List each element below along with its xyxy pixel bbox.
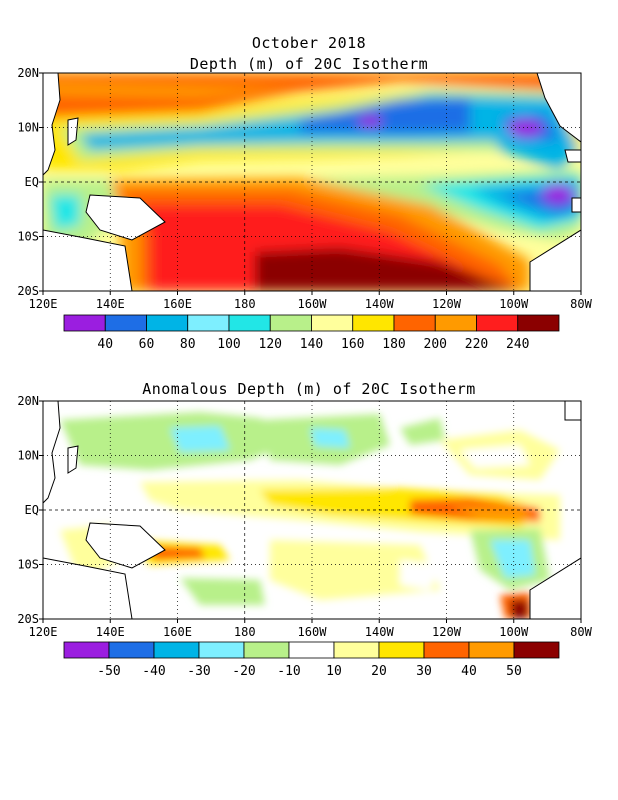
y-tick-label: 20N [17,394,39,408]
colorbar-label: -40 [142,664,165,679]
colorbar-label: -10 [277,664,300,679]
x-tick-label: 120W [432,625,462,639]
colorbar-label: 160 [341,337,364,352]
land-masses [43,73,581,291]
depth-colorbar: 40 60 80 100 120 140 160 180 200 220 240 [63,314,560,352]
colorbar-swatch [378,641,425,659]
land-masses [43,401,581,619]
x-tick-label: 160W [298,625,328,639]
grid-lines [43,401,581,619]
colorbar-swatch [108,641,155,659]
colorbar-label: 80 [180,337,196,352]
y-tick-label: 20S [17,284,39,298]
x-tick-label: 140E [96,625,125,639]
colorbar-label: 240 [506,337,529,352]
x-tick-label: 80W [570,297,592,311]
chart-title-date: October 2018 [251,34,367,52]
colorbar-label: -50 [97,664,120,679]
x-tick-label: 100W [499,297,529,311]
x-tick-label: 160E [163,297,192,311]
colorbar-label: -20 [232,664,255,679]
y-tick-label: 10S [17,230,39,244]
axis-ticks: 120E 140E 160E 180 160W 140W 120W 100W 80W 20N 10N… [17,394,592,639]
colorbar-label: 20 [371,664,387,679]
colorbar-swatch [198,641,245,659]
x-tick-label: 120E [29,625,58,639]
colorbar-label: 10 [326,664,342,679]
colorbar-swatch [517,314,560,332]
x-tick-label: 180 [234,297,256,311]
colorbar-label: 200 [424,337,447,352]
colorbar-swatch [468,641,515,659]
axis-ticks: 120E 140E 160E 180 160W 140W 120W 100W 80W 20N 10N… [17,66,592,311]
x-tick-label: 160E [163,625,192,639]
colorbar-label: 30 [416,664,432,679]
depth-field [43,73,581,291]
colorbar-swatch [333,641,380,659]
colorbar-label: 50 [506,664,522,679]
x-tick-label: 120E [29,297,58,311]
colorbar-swatch [63,641,110,659]
colorbar-swatch [513,641,560,659]
x-tick-label: 140E [96,297,125,311]
chart-title-depth: Depth (m) of 20C Isotherm [189,55,429,73]
x-tick-label: 140W [365,625,395,639]
colorbar-label: 120 [259,337,282,352]
grid-lines [43,73,581,291]
colorbar-swatch [153,641,200,659]
x-tick-label: 120W [432,297,462,311]
colorbar-label: 40 [461,664,477,679]
x-tick-label: 160W [298,297,328,311]
y-tick-label: 20N [17,66,39,80]
y-tick-label: 10N [17,121,39,135]
colorbar-swatch [243,641,290,659]
anomaly-colorbar: -50 -40 -30 -20 -10 10 20 30 40 50 [63,641,560,679]
x-tick-label: 100W [499,625,529,639]
colorbar-label: -30 [187,664,210,679]
anomaly-map-panel: 120E 140E 160E 180 160W 140W 120W 100W 80W 20N 10N… [17,394,592,679]
colorbar-label: 100 [217,337,240,352]
depth-map-panel: 120E 140E 160E 180 160W 140W 120W 100W 80W 20N 10N… [17,66,592,352]
y-tick-label: 10S [17,558,39,572]
y-tick-label: 10N [17,449,39,463]
x-tick-label: 80W [570,625,592,639]
y-tick-label: EQ [25,503,39,517]
x-tick-label: 180 [234,625,256,639]
colorbar-label: 60 [139,337,155,352]
colorbar-swatch [288,641,335,659]
colorbar-label: 220 [465,337,488,352]
x-tick-label: 140W [365,297,395,311]
colorbar-label: 140 [300,337,323,352]
y-tick-label: EQ [25,175,39,189]
y-tick-label: 20S [17,612,39,626]
chart-title-anomaly: Anomalous Depth (m) of 20C Isotherm [142,380,476,398]
colorbar-label: 180 [382,337,405,352]
colorbar-label: 40 [97,337,113,352]
colorbar-swatch [423,641,470,659]
